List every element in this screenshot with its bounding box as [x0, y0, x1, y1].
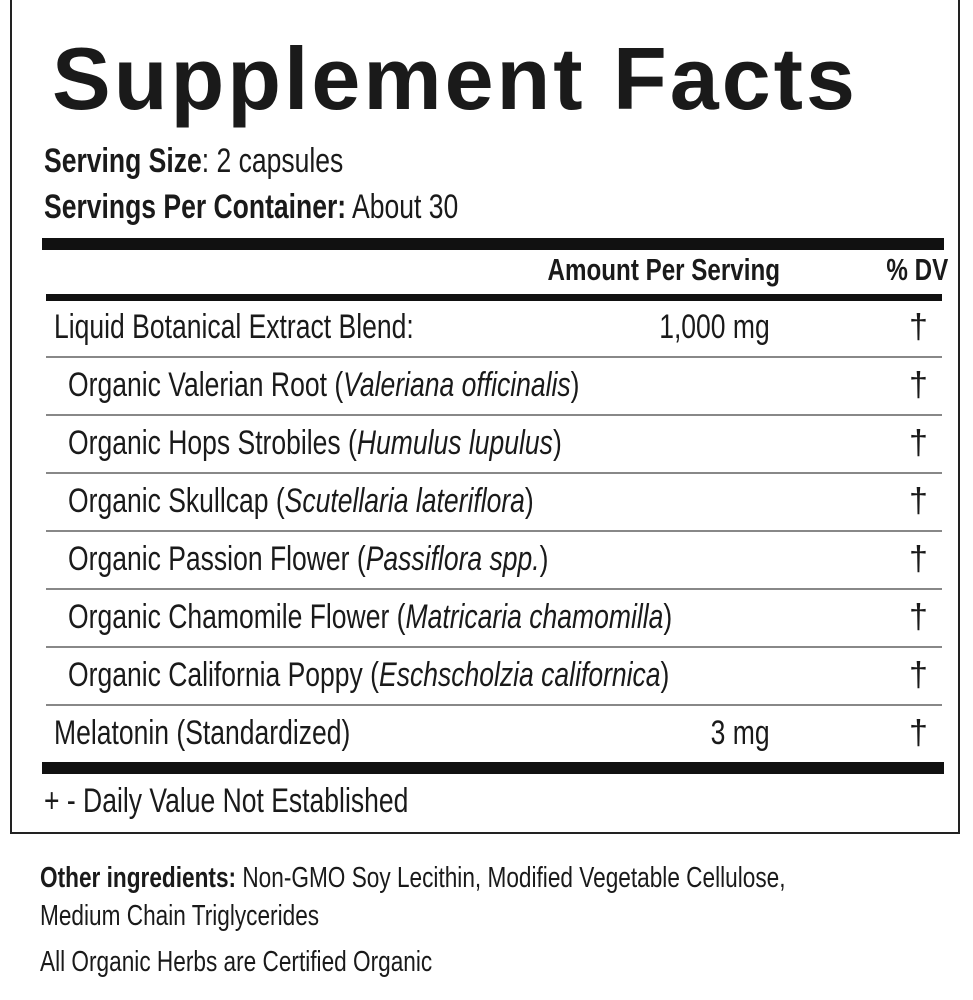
table-row: Organic Chamomile Flower (Matricaria cha…	[12, 598, 962, 638]
panel-title: Supplement Facts	[52, 29, 858, 128]
thick-divider	[42, 238, 944, 250]
ingredient-dv: †	[909, 424, 928, 462]
ingredient-name: Organic Valerian Root (Valeriana officin…	[68, 366, 580, 404]
ingredient-name: Liquid Botanical Extract Blend:	[54, 308, 414, 346]
row-divider	[46, 472, 942, 474]
row-divider	[46, 704, 942, 706]
thick-divider	[42, 762, 944, 774]
other-ingredients: Other ingredients: Non-GMO Soy Lecithin,…	[40, 862, 786, 894]
table-row: Organic Hops Strobiles (Humulus lupulus)…	[12, 424, 962, 464]
ingredient-name: Organic Passion Flower (Passiflora spp.)	[68, 540, 549, 578]
servings-per-container: Servings Per Container: About 30	[44, 188, 575, 227]
ingredient-name: Organic California Poppy (Eschscholzia c…	[68, 656, 670, 694]
supplement-facts-panel: Supplement Facts Serving Size: 2 capsule…	[10, 0, 960, 834]
table-row: Organic California Poppy (Eschscholzia c…	[12, 656, 962, 696]
table-row: Organic Valerian Root (Valeriana officin…	[12, 366, 962, 406]
servings-label: Servings Per Container:	[44, 188, 347, 226]
ingredient-name: Organic Skullcap (Scutellaria lateriflor…	[68, 482, 534, 520]
ingredient-name: Organic Hops Strobiles (Humulus lupulus)	[68, 424, 562, 462]
dv-header: % DV	[886, 252, 948, 287]
footnote: + - Daily Value Not Established	[44, 782, 409, 820]
row-divider	[46, 588, 942, 590]
table-row: Melatonin (Standardized) 3 mg †	[12, 714, 962, 754]
ingredient-dv: †	[909, 598, 928, 636]
ingredient-dv: †	[909, 366, 928, 404]
row-divider	[46, 530, 942, 532]
ingredient-dv: †	[909, 482, 928, 520]
ingredient-name: Melatonin (Standardized)	[54, 714, 351, 752]
row-divider	[46, 356, 942, 358]
ingredient-dv: †	[909, 540, 928, 578]
serving-size-label: Serving Size	[44, 142, 202, 180]
serving-size: Serving Size: 2 capsules	[44, 142, 428, 181]
table-row: Organic Passion Flower (Passiflora spp.)…	[12, 540, 962, 580]
ingredient-amount: 3 mg	[711, 714, 770, 752]
ingredient-dv: †	[909, 714, 928, 752]
ingredient-amount: 1,000 mg	[659, 308, 770, 346]
ingredient-dv: †	[909, 308, 928, 346]
table-row: Organic Skullcap (Scutellaria lateriflor…	[12, 482, 962, 522]
other-ingredients-cont: Medium Chain Triglycerides	[40, 900, 320, 932]
ingredient-dv: †	[909, 656, 928, 694]
medium-divider	[46, 294, 942, 301]
row-divider	[46, 414, 942, 416]
serving-size-value: : 2 capsules	[201, 142, 344, 180]
table-row: Liquid Botanical Extract Blend: 1,000 mg †	[12, 308, 962, 348]
organic-note: All Organic Herbs are Certified Organic	[40, 946, 433, 978]
servings-value: About 30	[346, 188, 459, 226]
row-divider	[46, 646, 942, 648]
amount-header: Amount Per Serving	[547, 252, 780, 287]
ingredient-name: Organic Chamomile Flower (Matricaria cha…	[68, 598, 673, 636]
